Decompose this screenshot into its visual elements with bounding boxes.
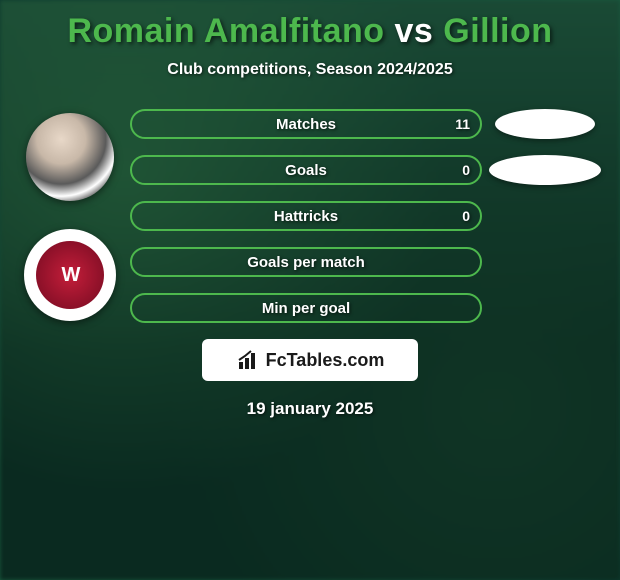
title-player2: Gillion	[443, 12, 552, 50]
club-badge-inner: W	[36, 241, 104, 309]
stat-row: Goals 0	[130, 155, 482, 185]
stat-label: Matches	[276, 116, 336, 133]
club-badge: W	[24, 229, 116, 321]
stat-pill: Min per goal	[130, 293, 482, 323]
subtitle: Club competitions, Season 2024/2025	[0, 61, 620, 79]
stat-bars: Matches 11 Goals 0 Hattricks 0 Goals per match…	[130, 109, 490, 323]
stat-row: Min per goal	[130, 293, 482, 323]
left-column: W	[10, 109, 130, 323]
page-title: Romain Amalfitano vs Gillion	[0, 0, 620, 51]
club-logo-text: W	[62, 264, 79, 287]
stat-label: Goals per match	[247, 254, 365, 271]
comparison-ellipses	[490, 109, 610, 323]
stat-row: Matches 11	[130, 109, 482, 139]
stat-pill: Hattricks 0	[130, 201, 482, 231]
comparison-ellipse	[490, 293, 610, 323]
comparison-ellipse	[495, 109, 595, 139]
stat-pill: Goals per match	[130, 247, 482, 277]
brand-badge: FcTables.com	[202, 339, 418, 381]
chart-bar-icon	[236, 348, 260, 372]
title-vs: vs	[394, 12, 433, 50]
stat-label: Hattricks	[274, 208, 338, 225]
stat-row: Goals per match	[130, 247, 482, 277]
comparison-ellipse	[490, 247, 610, 277]
stat-row: Hattricks 0	[130, 201, 482, 231]
stat-pill: Goals 0	[130, 155, 482, 185]
stat-label: Goals	[285, 162, 327, 179]
brand-text: FcTables.com	[266, 350, 385, 371]
stat-value: 0	[462, 208, 470, 224]
player-avatar	[26, 113, 114, 201]
comparison-ellipse	[489, 155, 601, 185]
stat-pill: Matches 11	[130, 109, 482, 139]
date-label: 19 january 2025	[0, 399, 620, 419]
stat-value: 11	[455, 116, 470, 132]
comparison-area: W Matches 11 Goals 0 Hattricks 0 Goals per mat…	[0, 109, 620, 323]
stat-label: Min per goal	[262, 300, 350, 317]
comparison-ellipse	[490, 201, 610, 231]
title-player1: Romain Amalfitano	[67, 12, 384, 50]
stat-value: 0	[462, 162, 470, 178]
